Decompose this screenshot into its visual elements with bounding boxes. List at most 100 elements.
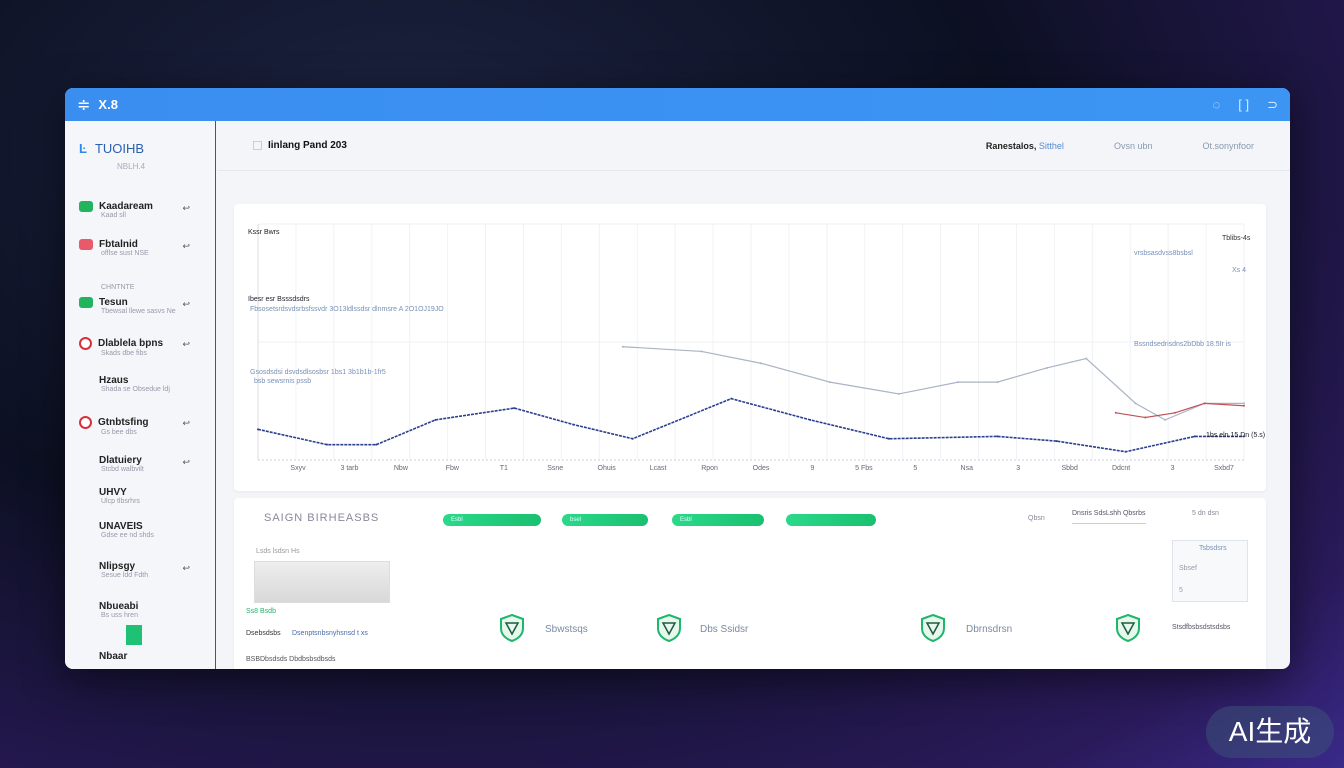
green-indicator [126, 625, 142, 646]
shield-icon [657, 614, 681, 642]
sidebar-item[interactable]: CHNTNTE [65, 273, 216, 291]
data-point [957, 381, 960, 384]
data-point [828, 381, 831, 384]
x-tick-label: 5 Fbs [855, 465, 873, 472]
x-tick-label: T1 [500, 465, 508, 472]
sidebar-item[interactable]: Tesun Tbewsal llewe sasvs Ne ↩ [65, 297, 216, 315]
data-point [730, 397, 733, 400]
link-icon[interactable]: ↩ [182, 299, 190, 309]
section-title: SAIGN BIRHEASBS [264, 512, 380, 524]
sidebar-item-sub: Tbewsal llewe sasvs Ne [101, 308, 176, 316]
sidebar-item[interactable]: UNAVEIS Gdse ee nd shds [65, 521, 216, 539]
status-pill[interactable]: Esbl [672, 514, 764, 526]
shield-icon [1116, 614, 1140, 642]
right-label: Qbsn [1028, 515, 1045, 522]
x-tick-label: Rpon [701, 465, 718, 472]
chart-title: Kssr Bwrs [248, 229, 280, 236]
tab-overview[interactable]: Ovsn ubn [1113, 140, 1153, 151]
sidebar-item-sub: Bs uss hren [101, 612, 138, 620]
sidebar-item-sub: Kaad sll [101, 212, 126, 220]
row-label: BSBDbsdsds Dbdbsbsdbsds [246, 656, 336, 663]
link-icon[interactable]: ↩ [182, 241, 190, 251]
x-tick-label: Sbbd [1061, 465, 1077, 472]
line-chart: Sxyv 3 tarb Nbw Fbw T1 Ssne Ohuis Lcast Rpon Odes… [257, 223, 1245, 472]
sidebar-item[interactable]: Hzaus Shada se Obsedue ldj [65, 375, 216, 393]
row-label: Dsenptsnbsnyhsnsd t xs [292, 630, 368, 637]
data-point [1203, 402, 1206, 405]
data-point [1085, 357, 1088, 360]
sidebar-item[interactable]: Fbtalnid offlse sust NSE ↩ [65, 239, 216, 257]
data-point [1114, 411, 1117, 414]
sidebar-item[interactable]: Dlablela bpns Skads dbe fibs ↩ [65, 337, 216, 357]
data-point [700, 350, 703, 353]
data-point [513, 407, 516, 410]
status-icon [79, 297, 93, 308]
link-icon[interactable]: ↩ [182, 418, 190, 428]
chart-annotation: Ibesr esr Bsssdsdrs [248, 296, 310, 303]
main-area: Iinlang Pand 203 Ranestalos, Sitthel Ovs… [217, 121, 1290, 669]
link-icon[interactable]: ↩ [182, 203, 190, 213]
data-point [326, 443, 329, 446]
side-panel-item[interactable]: Sbsef [1179, 565, 1197, 572]
sidebar-item-sub: Sesue ldd Fdth [101, 572, 149, 580]
legend-item: vrsbsasdvss8bsbsl [1134, 250, 1193, 257]
header-link[interactable]: Ranestalos, Sitthel [985, 140, 1064, 151]
page-title: Iinlang Pand 203 [268, 140, 347, 151]
sidebar-item-label: Fbtalnid [99, 239, 138, 251]
sidebar-item-sub: CHNTNTE [101, 284, 135, 292]
data-point [996, 435, 999, 438]
shield-label: Dbrnsdrsn [966, 624, 1013, 635]
sidebar-item[interactable]: UHVY Ulcp tlbsrhrs [65, 487, 216, 505]
sidebar-item[interactable]: Nlipsgy Sesue ldd Fdth ↩ [65, 561, 216, 579]
data-point [888, 437, 891, 440]
sidebar-item-label: Nbueabi [99, 601, 139, 613]
sidebar-item-sub: Skads dbe fibs [101, 350, 147, 357]
legend-item: Tblibs-4s [1222, 235, 1251, 242]
side-panel-item[interactable]: Tsbsdsrs [1199, 545, 1227, 552]
title-bar: ≑ X.8 ◌ [ ] ⊃ [65, 88, 1290, 121]
chart-annotation: Fbsosetsrdsvdsrbsfssvdr 3O13ldlssdsr dln… [250, 306, 444, 313]
x-tick-label: Lcast [650, 465, 667, 472]
data-point [809, 418, 812, 421]
data-point [257, 428, 259, 431]
line-chart-card: Sxyv 3 tarb Nbw Fbw T1 Ssne Ohuis Lcast Rpon Odes… [234, 204, 1266, 491]
row-label: Dsebsdsbs [246, 630, 281, 637]
right-tab[interactable]: Dnsris SdsLshh Qbsrbs [1072, 510, 1146, 524]
status-pill[interactable]: Esbl [443, 514, 541, 526]
sidebar-item[interactable]: Gtnbtsfing Gs bee dbs ↩ [65, 416, 216, 436]
data-point [759, 362, 762, 365]
sidebar-item[interactable]: Nbueabi Bs uss hren [65, 601, 216, 646]
sidebar-item-sub: Stcbd walbvilt [101, 466, 144, 474]
x-tick-label: 5 [913, 465, 917, 472]
status-card: SAIGN BIRHEASBS Esbl bsel Esbl Qbsn Dnsr… [234, 498, 1266, 669]
data-point [1243, 435, 1245, 438]
data-point [1243, 402, 1245, 405]
fullscreen-icon[interactable]: [ ] [1238, 96, 1250, 112]
data-point [1055, 440, 1058, 443]
sidebar-item-sub: Gdse ee nd shds [101, 532, 154, 540]
link-icon[interactable]: ↩ [182, 339, 190, 349]
row-label: Ss8 Bsdb [246, 608, 276, 615]
exit-icon[interactable]: ⊃ [1267, 96, 1278, 112]
x-tick-label: Fbw [446, 465, 460, 472]
link-icon[interactable]: ↩ [182, 563, 190, 573]
chat-icon[interactable]: ◌ [1212, 96, 1221, 112]
status-pill[interactable] [786, 514, 876, 526]
sidebar-item[interactable]: Kaadaream Kaad sll ↩ [65, 201, 216, 219]
data-point [434, 418, 437, 421]
app-title: X.8 [98, 97, 118, 112]
status-pill[interactable]: bsel [562, 514, 648, 526]
sidebar: Ŀ TUOIHB NBLH.4 Kaadaream Kaad sll ↩ Fbtalni… [65, 121, 216, 669]
data-point [1164, 418, 1167, 421]
link-icon[interactable]: ↩ [182, 457, 190, 467]
data-point [375, 443, 378, 446]
sidebar-item[interactable]: Dlatuiery Stcbd walbvilt ↩ [65, 455, 216, 473]
sidebar-item[interactable]: Nbaar [65, 651, 216, 662]
data-point [1124, 450, 1127, 453]
tab-category[interactable]: Ot.sonynfoor [1202, 140, 1254, 151]
side-panel-item[interactable]: 5 [1179, 587, 1183, 594]
shield-label: Sbwstsqs [545, 624, 588, 635]
menu-icon[interactable]: ≑ [77, 96, 91, 114]
shield-label: Stsdfbsbsdstsdsbs [1172, 624, 1231, 631]
checkbox-icon[interactable] [253, 141, 262, 150]
